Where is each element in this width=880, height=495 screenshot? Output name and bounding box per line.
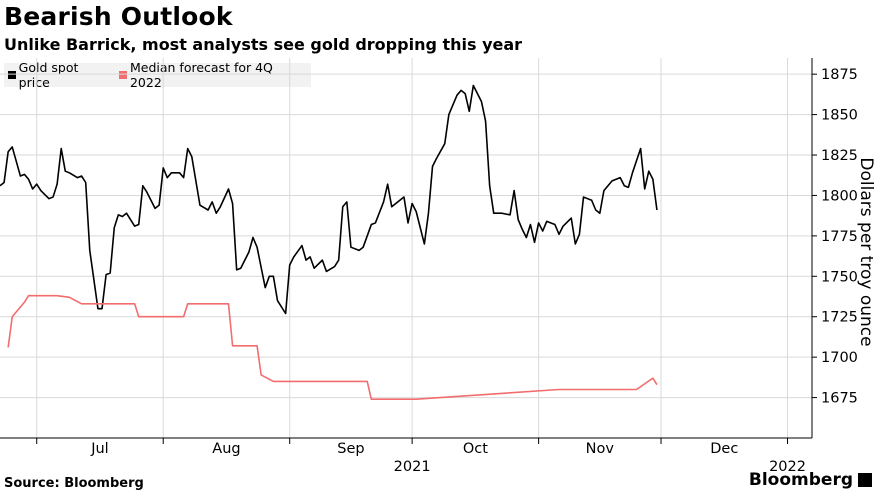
bloomberg-logo: Bloomberg <box>749 470 872 490</box>
logo-text: Bloomberg <box>748 470 853 490</box>
y-tick-label: 1750 <box>821 269 858 285</box>
x-tick-label: Nov <box>586 441 615 457</box>
legend: Gold spot price Median forecast for 4Q 2… <box>4 60 311 90</box>
legend-swatch-median-forecast <box>119 71 127 79</box>
median-forecast-line <box>7 294 658 400</box>
legend-swatch-gold-spot <box>8 71 16 79</box>
x-tick-label: Dec <box>710 441 738 457</box>
y-tick-label: 1700 <box>821 350 858 366</box>
legend-item-gold-spot: Gold spot price <box>8 60 109 90</box>
y-tick-label: 1800 <box>821 188 858 204</box>
y-axis-label: Dollars per troy ounce <box>856 157 876 347</box>
x-tick-label: Oct <box>463 441 488 457</box>
y-tick-label: 1775 <box>821 229 858 245</box>
gold-spot-price-line <box>0 84 658 315</box>
x-year-label: 2021 <box>394 459 431 475</box>
legend-item-median-forecast: Median forecast for 4Q 2022 <box>119 60 301 90</box>
chart-title: Bearish Outlook <box>4 2 233 31</box>
y-tick-label: 1725 <box>821 310 858 326</box>
legend-label-gold-spot: Gold spot price <box>18 60 79 90</box>
y-tick-label: 1850 <box>821 108 858 124</box>
chart-subtitle: Unlike Barrick, most analysts see gold d… <box>4 35 523 54</box>
source-note: Source: Bloomberg <box>4 476 144 491</box>
y-tick-label: 1875 <box>821 67 858 83</box>
x-tick-label: 2022 <box>769 459 806 475</box>
x-tick-label: Sep <box>337 441 364 457</box>
x-tick-label: Aug <box>212 441 240 457</box>
y-tick-label: 1675 <box>821 391 858 407</box>
legend-label-median-forecast: Median forecast for 4Q 2022 <box>129 60 273 90</box>
y-tick-label: 1825 <box>821 148 858 164</box>
x-tick-label: Jul <box>90 441 109 457</box>
logo-mark-icon <box>858 473 872 487</box>
